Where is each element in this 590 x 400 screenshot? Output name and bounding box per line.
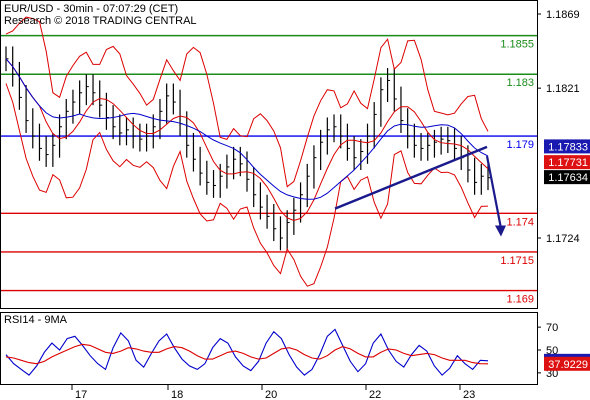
- bollinger-lower-line: [5, 83, 489, 287]
- main-plot-frame: [0, 0, 538, 309]
- chart-title: EUR/USD - 30min - 07:07:29 (CET): [4, 3, 178, 15]
- rsi-value-tag-box: [544, 356, 590, 371]
- rsi-series-9ma: [5, 343, 489, 365]
- moving-average-red-line: [5, 58, 489, 222]
- y-tick-label: 1.1724: [546, 233, 580, 245]
- price-tag-box: [544, 139, 590, 154]
- level-label: 1.179: [506, 139, 534, 151]
- x-tick-label: 18: [171, 389, 183, 400]
- price-tag-box: [544, 170, 590, 185]
- price-panel: 1.1855 1.183 1.179 1.174 1.1715 1.169 1.1869 1.…: [1, 9, 590, 400]
- trendline: [334, 145, 488, 210]
- price-tag-label: 1.17731: [548, 157, 588, 169]
- forecast-arrow-head: [495, 225, 506, 237]
- x-tick-label: 23: [463, 389, 475, 400]
- bollinger-upper-line: [5, 16, 489, 188]
- x-tick-label: 17: [75, 389, 87, 400]
- price-tag-label: 1.17634: [548, 172, 588, 184]
- y-tick-label: 1.1869: [546, 9, 580, 21]
- level-label: 1.183: [506, 77, 534, 89]
- level-label: 1.169: [506, 294, 534, 306]
- level-label: 1.174: [506, 216, 534, 228]
- rsi-label: RSI14 - 9MA: [4, 314, 68, 326]
- price-tag-box: [544, 155, 590, 170]
- rsi-series-rsi: [5, 328, 489, 376]
- moving-average-blue-line: [5, 58, 489, 200]
- rsi-y-tick-label: 30: [546, 368, 558, 380]
- rsi-panel: 70503040.518637.9229: [5, 322, 590, 380]
- rsi-plot-frame: [0, 312, 538, 385]
- forecast-arrow-shaft: [485, 155, 503, 229]
- chart-subtitle: Research © 2018 TRADING CENTRAL: [4, 15, 197, 27]
- y-tick-label: 1.1821: [546, 83, 580, 95]
- level-label: 1.1855: [500, 39, 534, 51]
- rsi-y-tick-label: 70: [546, 322, 558, 334]
- price-tag-label: 1.17833: [548, 141, 588, 153]
- x-tick-label: 22: [369, 389, 381, 400]
- x-tick-label: 20: [265, 389, 277, 400]
- level-label: 1.1715: [500, 255, 534, 267]
- rsi-value-tag-label: 37.9229: [548, 359, 588, 371]
